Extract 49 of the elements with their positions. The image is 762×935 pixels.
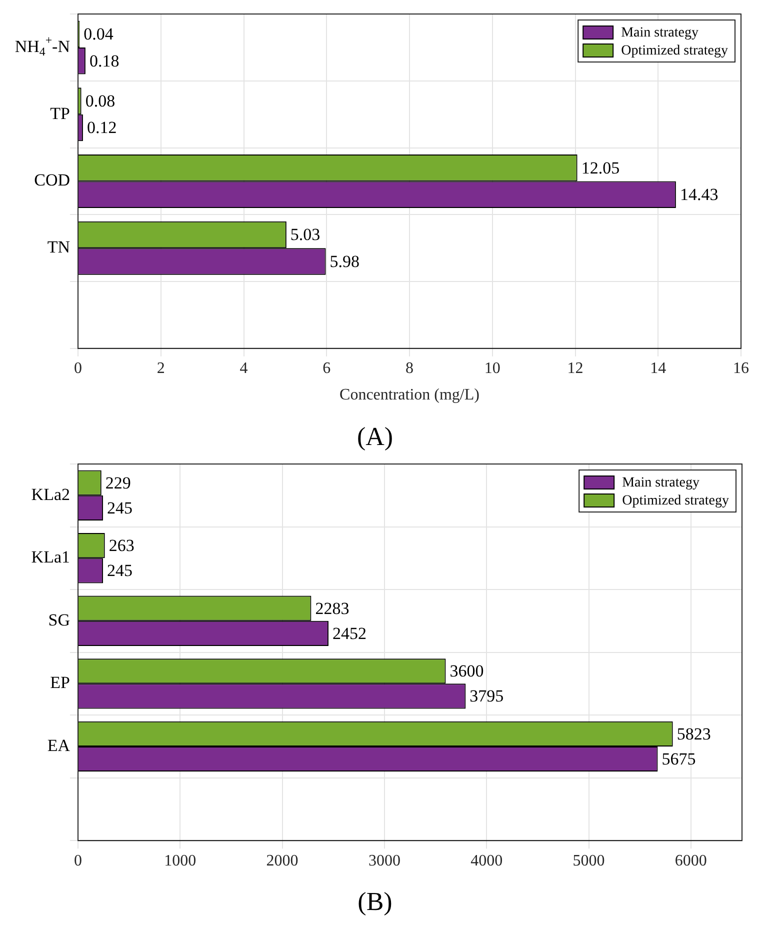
y-tick-label: SG	[48, 610, 70, 630]
data-label: 229	[105, 473, 131, 492]
y-tick-label: KLa1	[31, 548, 70, 567]
x-tick-label: 6	[322, 360, 331, 378]
x-tick-label: 14	[650, 360, 666, 378]
y-tick-label: EP	[50, 673, 70, 692]
legend-label: Main strategy	[622, 476, 700, 491]
x-tick-label: 4000	[470, 852, 503, 870]
x-tick-label: 16	[733, 360, 749, 378]
data-label: 5.98	[330, 252, 360, 271]
data-label: 0.08	[85, 91, 116, 110]
x-tick-label: 2000	[266, 852, 298, 870]
x-tick-label: 1000	[164, 852, 196, 870]
x-tick-label: 2	[156, 360, 165, 378]
data-label: 3600	[450, 662, 484, 681]
x-tick-label: 0	[74, 360, 82, 378]
data-label: 14.43	[680, 185, 718, 204]
data-label: 2283	[315, 598, 350, 618]
data-label: 245	[107, 561, 133, 580]
data-label: 0.18	[89, 51, 120, 70]
data-label: 263	[108, 536, 134, 556]
legend-label: Main strategy	[621, 26, 698, 41]
text: (A)	[356, 422, 394, 452]
legend-label: Optimized strategy	[621, 44, 728, 59]
x-tick-label: 0	[74, 852, 82, 870]
data-label: 5823	[676, 724, 711, 744]
data-label: 0.12	[86, 118, 117, 138]
y-tick-label: TN	[47, 238, 70, 257]
data-label: 0.04	[84, 24, 114, 44]
x-tick-label: 5000	[572, 852, 605, 870]
x-tick-label: 6000	[674, 852, 707, 870]
y-tick-label: TP	[50, 104, 70, 123]
x-axis-title: Concentration (mg/L)	[340, 386, 480, 404]
data-label: 5.03	[290, 225, 320, 244]
y-tick-label: KLa2	[31, 484, 70, 504]
y-tick-label: COD	[34, 170, 70, 190]
x-tick-label: 12	[567, 360, 584, 378]
x-tick-label: 3000	[368, 852, 400, 870]
x-tick-label: 8	[406, 360, 414, 378]
y-tick-label: EA	[47, 736, 71, 755]
data-label: 12.05	[581, 158, 620, 178]
data-label: 3795	[470, 686, 504, 706]
data-label: 5675	[662, 749, 696, 768]
data-label: 245	[107, 498, 133, 518]
legend-label: Optimized strategy	[622, 494, 730, 509]
text: (B)	[358, 887, 392, 916]
x-tick-label: 4	[240, 360, 248, 378]
x-tick-label: 10	[484, 360, 500, 378]
data-label: 2452	[332, 624, 366, 643]
